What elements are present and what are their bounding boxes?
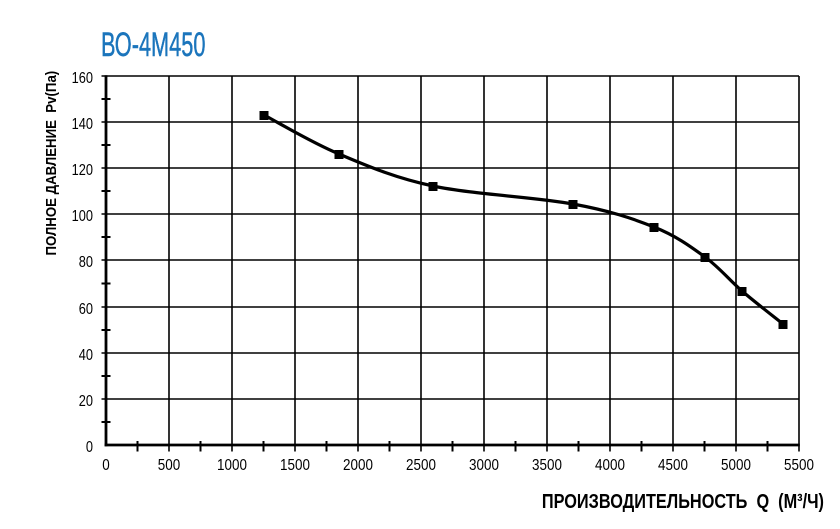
svg-text:2000: 2000 <box>343 457 373 474</box>
svg-text:80: 80 <box>79 254 93 272</box>
svg-text:120: 120 <box>72 162 93 180</box>
svg-text:5000: 5000 <box>721 457 751 474</box>
svg-text:3500: 3500 <box>532 457 562 474</box>
svg-text:60: 60 <box>79 301 93 319</box>
svg-text:0: 0 <box>102 457 109 474</box>
svg-text:4500: 4500 <box>658 457 688 474</box>
svg-text:20: 20 <box>79 393 93 411</box>
svg-text:ВО-4М450: ВО-4М450 <box>101 26 205 64</box>
svg-text:1500: 1500 <box>280 457 310 474</box>
svg-text:ПОЛНОЕ ДАВЛЕНИЕ Pv(Па): ПОЛНОЕ ДАВЛЕНИЕ Pv(Па) <box>42 71 59 256</box>
svg-text:500: 500 <box>158 457 180 474</box>
svg-text:0: 0 <box>86 439 93 457</box>
svg-text:3000: 3000 <box>469 457 499 474</box>
svg-text:1000: 1000 <box>217 457 247 474</box>
svg-text:100: 100 <box>72 208 93 226</box>
svg-text:40: 40 <box>79 347 93 365</box>
svg-text:ПРОИЗВОДИТЕЛЬНОСТЬ Q (М³/Ч): ПРОИЗВОДИТЕЛЬНОСТЬ Q (М³/Ч) <box>542 489 824 512</box>
svg-text:2500: 2500 <box>406 457 436 474</box>
svg-text:5500: 5500 <box>784 457 814 474</box>
svg-text:140: 140 <box>72 116 93 134</box>
svg-text:4000: 4000 <box>595 457 625 474</box>
svg-text:160: 160 <box>72 70 93 88</box>
